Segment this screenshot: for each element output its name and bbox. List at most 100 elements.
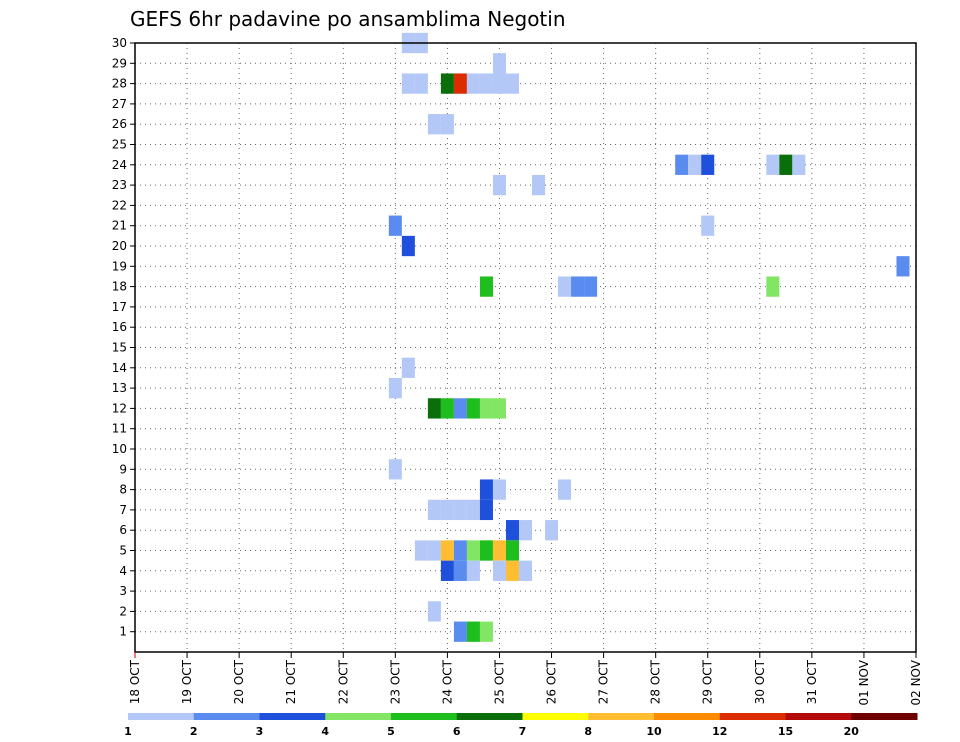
precip-cell — [492, 174, 506, 196]
precip-cell — [492, 73, 506, 94]
legend-swatch — [456, 713, 523, 720]
precip-cell — [518, 520, 533, 541]
x-tick-label: 19 OCT — [180, 659, 194, 704]
y-tick-label: 13 — [112, 381, 127, 395]
precip-cell — [388, 459, 402, 480]
x-tick-label: 02 NOV — [909, 659, 923, 705]
y-tick-label: 24 — [112, 158, 127, 172]
precip-cell — [388, 215, 402, 236]
x-tick-label: 29 OCT — [701, 659, 715, 704]
y-tick-label: 22 — [112, 198, 127, 212]
precip-cell — [688, 154, 702, 175]
precip-cell — [427, 499, 441, 521]
legend-swatch — [719, 713, 786, 720]
y-tick-label: 2 — [119, 604, 127, 618]
precip-cell — [427, 114, 441, 135]
legend-swatch — [654, 713, 721, 720]
legend-label: 6 — [453, 725, 461, 738]
legend-swatch — [193, 713, 260, 720]
legend-label: 20 — [844, 725, 860, 738]
y-tick-label: 21 — [112, 219, 127, 233]
precip-cell — [453, 621, 467, 642]
precip-cell — [505, 540, 519, 561]
precip-cell — [479, 499, 493, 521]
y-tick-label: 29 — [112, 56, 127, 70]
precip-cell — [505, 560, 519, 581]
y-tick-label: 6 — [119, 523, 127, 537]
precip-cell — [453, 73, 467, 94]
precip-cell — [466, 398, 480, 419]
y-tick-label: 1 — [119, 625, 127, 639]
y-tick-label: 26 — [112, 117, 127, 131]
y-tick-label: 25 — [112, 138, 127, 152]
y-tick-label: 18 — [112, 280, 127, 294]
y-tick-label: 9 — [119, 462, 127, 476]
y-tick-label: 8 — [119, 483, 127, 497]
precip-cell — [492, 53, 506, 74]
precip-cell — [766, 276, 780, 297]
precip-cell — [479, 621, 493, 642]
y-tick-label: 7 — [119, 503, 127, 517]
precip-cell — [466, 499, 480, 521]
precip-cell — [401, 73, 415, 94]
legend-label: 2 — [190, 725, 198, 738]
grid-lines — [135, 43, 916, 652]
precip-cell — [792, 154, 806, 175]
legend-label: 1 — [124, 725, 132, 738]
precip-cell — [453, 499, 467, 521]
precip-cell — [532, 174, 546, 196]
precip-cell — [453, 560, 467, 581]
x-tick-label: 26 OCT — [545, 659, 559, 704]
precip-cell — [479, 276, 493, 297]
precip-cell — [440, 540, 454, 561]
y-tick-label: 28 — [112, 77, 127, 91]
precip-cell — [440, 73, 454, 94]
precip-cell — [427, 601, 441, 622]
y-tick-label: 19 — [112, 259, 127, 273]
x-tick-label: 22 OCT — [336, 659, 350, 704]
x-tick-label: 28 OCT — [649, 659, 663, 704]
legend-swatch — [588, 713, 655, 720]
precip-cell — [558, 276, 572, 297]
x-tick-label: 21 OCT — [284, 659, 298, 704]
precip-cell — [388, 377, 402, 399]
precip-cell — [492, 540, 506, 561]
legend-label: 15 — [778, 725, 793, 738]
y-tick-label: 4 — [119, 564, 127, 578]
legend-swatch — [522, 713, 589, 720]
x-tick-label: 25 OCT — [492, 659, 506, 704]
precip-cell — [479, 73, 493, 94]
legend-swatch — [128, 713, 195, 720]
y-tick-label: 5 — [119, 544, 127, 558]
y-axis-ticks: 1234567891011121314151617181920212223242… — [112, 36, 135, 639]
data-cells — [388, 32, 910, 642]
y-tick-label: 16 — [112, 320, 127, 334]
precip-cell — [479, 479, 493, 500]
legend-label: 4 — [321, 725, 329, 738]
x-tick-label: 18 OCT — [128, 659, 142, 704]
precip-cell — [896, 256, 910, 277]
precip-cell — [401, 235, 415, 257]
precip-cell — [414, 73, 428, 94]
legend-swatch — [785, 713, 852, 720]
precip-cell — [466, 540, 480, 561]
y-tick-label: 10 — [112, 442, 127, 456]
y-tick-label: 3 — [119, 584, 127, 598]
legend-label: 10 — [646, 725, 662, 738]
y-tick-label: 14 — [112, 361, 127, 375]
legend-swatch — [851, 713, 918, 720]
precip-cell — [584, 276, 598, 297]
precip-cell — [766, 154, 780, 175]
y-tick-label: 11 — [112, 422, 127, 436]
precip-cell — [479, 540, 493, 561]
precip-cell — [453, 540, 467, 561]
y-tick-label: 12 — [112, 401, 127, 415]
y-tick-label: 20 — [112, 239, 127, 253]
precip-cell — [479, 398, 493, 419]
precip-cell — [427, 540, 441, 561]
precip-cell — [505, 73, 519, 94]
y-tick-label: 27 — [112, 97, 127, 111]
precip-cell — [505, 520, 519, 541]
legend-swatch — [391, 713, 458, 720]
